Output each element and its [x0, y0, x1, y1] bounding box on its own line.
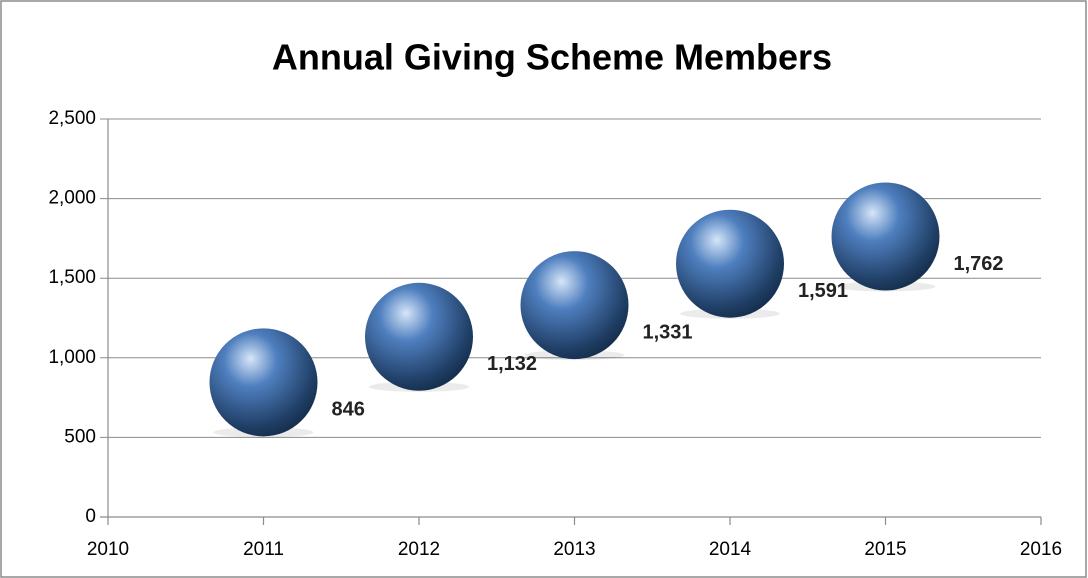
bubble [831, 182, 940, 291]
x-tick-label: 2016 [1020, 539, 1062, 560]
x-tick-label: 2015 [864, 539, 906, 560]
data-label: 1,331 [643, 321, 693, 343]
x-tick-label: 2012 [398, 539, 440, 560]
bubble [209, 328, 318, 437]
x-tick-label: 2010 [87, 539, 129, 560]
data-label: 1,132 [487, 353, 537, 375]
data-label: 846 [332, 399, 365, 421]
y-tick-label: 2,500 [48, 108, 96, 129]
y-tick-label: 0 [85, 506, 96, 527]
chart-title: Annual Giving Scheme Members [272, 37, 832, 78]
y-tick-label: 1,000 [48, 347, 96, 368]
x-tick-label: 2013 [553, 539, 595, 560]
bubble [676, 209, 784, 318]
bubble [365, 282, 473, 391]
y-tick-label: 1,500 [48, 267, 96, 288]
y-tick-label: 500 [64, 426, 96, 447]
y-tick-label: 2,000 [48, 188, 96, 209]
data-label: 1,591 [798, 280, 848, 302]
x-tick-label: 2011 [243, 539, 284, 560]
bubble [520, 251, 629, 360]
x-tick-label: 2014 [709, 539, 752, 560]
data-label: 1,762 [954, 253, 1004, 275]
